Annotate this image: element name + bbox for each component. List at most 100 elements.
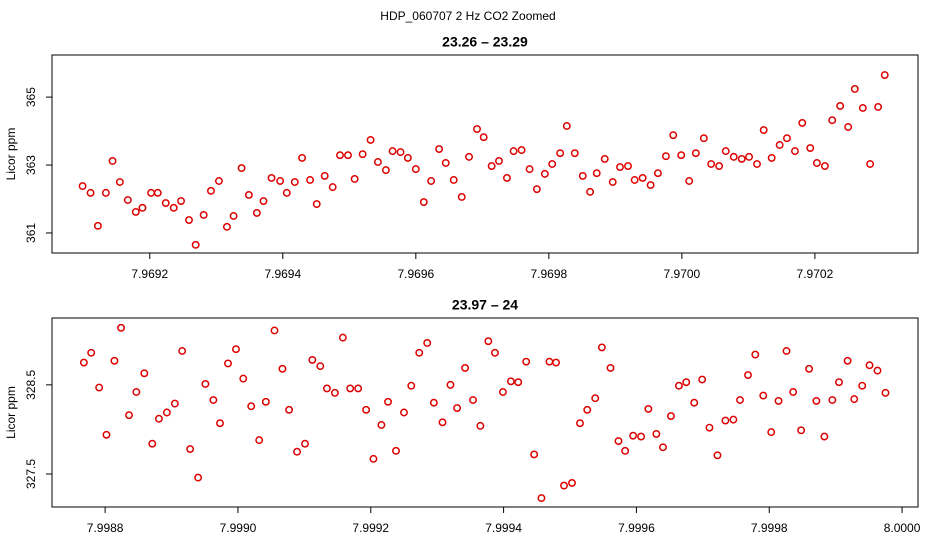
point [517, 146, 526, 155]
point [629, 431, 638, 440]
point [162, 408, 171, 417]
point [570, 149, 579, 158]
point [691, 149, 700, 158]
point [646, 181, 655, 190]
point [154, 414, 163, 423]
point [729, 415, 738, 424]
point [759, 126, 768, 135]
point [350, 175, 359, 183]
plot-frame [51, 54, 919, 254]
point [177, 197, 185, 205]
point [346, 384, 355, 393]
plot-frame [51, 317, 919, 508]
point [552, 358, 561, 367]
point [369, 454, 378, 463]
point [600, 154, 609, 163]
x-tick-label: 7.9992 [352, 521, 389, 535]
point [237, 164, 246, 173]
point [844, 123, 853, 131]
point [78, 182, 87, 191]
point [224, 359, 232, 368]
point [214, 177, 223, 185]
point [606, 363, 615, 372]
point [169, 203, 178, 212]
point [624, 162, 632, 171]
point [586, 187, 595, 196]
point [354, 384, 363, 393]
point [669, 131, 678, 140]
point [737, 154, 746, 163]
point [429, 398, 438, 407]
x-tick-label: 8.0000 [884, 521, 921, 535]
point [140, 369, 149, 378]
point [630, 176, 639, 184]
point [806, 144, 815, 153]
point [873, 366, 882, 375]
point [850, 395, 859, 404]
point [344, 151, 352, 160]
point [721, 416, 730, 425]
point [592, 169, 601, 178]
point [736, 396, 744, 404]
x-tick-label: 7.9996 [618, 521, 655, 535]
point [568, 478, 576, 487]
point [661, 152, 670, 161]
point [209, 396, 218, 404]
point [866, 160, 875, 168]
point [525, 165, 534, 174]
point [239, 374, 248, 383]
point [435, 145, 444, 154]
point [476, 421, 485, 430]
point [514, 378, 523, 387]
point [682, 378, 691, 387]
point [306, 176, 315, 184]
point [392, 446, 400, 455]
point [774, 396, 783, 405]
point [153, 188, 162, 197]
point [285, 405, 294, 414]
point [667, 412, 675, 421]
point [461, 363, 470, 372]
point [744, 371, 752, 380]
point [506, 377, 515, 386]
point [358, 150, 367, 159]
point [562, 122, 571, 130]
point [301, 439, 309, 448]
point [199, 211, 208, 219]
point [261, 397, 270, 406]
y-tick-label: 328.5 [24, 370, 38, 400]
point [276, 177, 285, 185]
point [95, 383, 104, 392]
point [438, 418, 447, 427]
point [608, 178, 617, 186]
x-tick-label: 7.9696 [397, 267, 434, 281]
point [79, 358, 88, 367]
point [690, 398, 699, 407]
point [449, 176, 458, 184]
point [336, 151, 344, 160]
point [484, 337, 493, 346]
y-tick-label: 327.5 [24, 459, 38, 489]
point [789, 388, 798, 396]
point [685, 177, 694, 185]
point [465, 152, 473, 161]
point [446, 380, 455, 389]
point [252, 208, 261, 217]
point [427, 177, 436, 185]
point [207, 186, 215, 195]
point [108, 157, 117, 165]
point [522, 357, 531, 366]
point [621, 446, 630, 455]
point [880, 71, 889, 79]
point [812, 159, 821, 167]
x-tick-label: 7.9988 [87, 521, 124, 535]
x-tick-label: 7.9702 [797, 267, 834, 281]
point [836, 101, 845, 110]
point [637, 432, 646, 441]
figure-title: HDP_060707 2 Hz CO2 Zoomed [380, 9, 555, 23]
point [148, 439, 157, 448]
chart-title: 23.97 – 24 [452, 297, 518, 313]
y-axis-label: Licor ppm [4, 128, 18, 181]
